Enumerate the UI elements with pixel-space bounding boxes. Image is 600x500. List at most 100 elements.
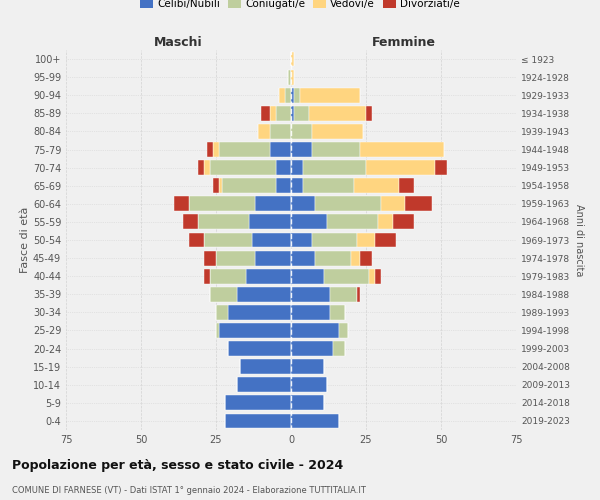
Bar — [324, 269, 369, 283]
Bar — [291, 269, 324, 283]
Bar — [291, 232, 312, 248]
Bar — [291, 106, 294, 121]
Bar — [291, 396, 324, 410]
Bar — [174, 196, 189, 211]
Bar — [258, 124, 270, 139]
Bar — [210, 287, 237, 302]
Bar — [291, 287, 330, 302]
Bar — [261, 106, 270, 121]
Bar — [357, 287, 360, 302]
Bar — [393, 214, 414, 230]
Bar — [291, 378, 327, 392]
Bar — [204, 269, 210, 283]
Bar — [291, 70, 294, 84]
Bar — [237, 378, 291, 392]
Bar — [279, 88, 285, 102]
Bar — [210, 160, 276, 175]
Bar — [381, 196, 405, 211]
Bar — [228, 305, 291, 320]
Bar — [291, 52, 294, 66]
Bar — [210, 269, 246, 283]
Bar — [189, 196, 255, 211]
Bar — [435, 160, 447, 175]
Bar — [291, 359, 324, 374]
Bar — [366, 106, 372, 121]
Bar — [312, 232, 357, 248]
Bar — [300, 88, 360, 102]
Bar — [207, 142, 213, 157]
Bar — [237, 287, 291, 302]
Bar — [285, 88, 291, 102]
Bar — [291, 124, 312, 139]
Bar — [330, 305, 345, 320]
Text: Maschi: Maschi — [154, 36, 203, 49]
Bar — [339, 323, 348, 338]
Bar — [291, 214, 327, 230]
Bar — [378, 214, 393, 230]
Bar — [252, 232, 291, 248]
Bar — [351, 250, 360, 266]
Bar — [375, 232, 396, 248]
Bar — [270, 106, 276, 121]
Bar — [360, 250, 372, 266]
Bar — [276, 160, 291, 175]
Bar — [276, 106, 291, 121]
Bar — [288, 70, 291, 84]
Bar — [375, 269, 381, 283]
Bar — [225, 396, 291, 410]
Y-axis label: Fasce di età: Fasce di età — [20, 207, 30, 273]
Bar — [270, 142, 291, 157]
Bar — [213, 142, 219, 157]
Bar — [204, 160, 210, 175]
Bar — [312, 142, 360, 157]
Bar — [369, 269, 375, 283]
Bar — [291, 414, 339, 428]
Bar — [405, 196, 432, 211]
Bar — [291, 178, 303, 193]
Y-axis label: Anni di nascita: Anni di nascita — [574, 204, 584, 276]
Bar — [255, 250, 291, 266]
Bar — [246, 269, 291, 283]
Text: Popolazione per età, sesso e stato civile - 2024: Popolazione per età, sesso e stato civil… — [12, 460, 343, 472]
Bar — [354, 178, 399, 193]
Bar — [255, 196, 291, 211]
Bar — [294, 88, 300, 102]
Bar — [399, 178, 414, 193]
Bar — [315, 250, 351, 266]
Bar — [222, 178, 276, 193]
Bar — [333, 341, 345, 356]
Bar — [291, 160, 303, 175]
Bar — [189, 232, 204, 248]
Bar — [270, 124, 291, 139]
Bar — [360, 142, 444, 157]
Bar — [291, 250, 315, 266]
Bar — [303, 160, 366, 175]
Bar — [198, 160, 204, 175]
Bar — [366, 160, 435, 175]
Bar — [219, 323, 291, 338]
Bar — [291, 323, 339, 338]
Bar — [309, 106, 366, 121]
Text: COMUNE DI FARNESE (VT) - Dati ISTAT 1° gennaio 2024 - Elaborazione TUTTITALIA.IT: COMUNE DI FARNESE (VT) - Dati ISTAT 1° g… — [12, 486, 366, 495]
Bar — [249, 214, 291, 230]
Bar — [198, 214, 249, 230]
Bar — [219, 178, 222, 193]
Bar — [291, 196, 315, 211]
Bar — [357, 232, 375, 248]
Bar — [240, 359, 291, 374]
Bar — [213, 178, 219, 193]
Bar — [291, 305, 330, 320]
Bar — [216, 250, 255, 266]
Bar — [315, 196, 381, 211]
Bar — [303, 178, 354, 193]
Bar — [216, 305, 228, 320]
Bar — [291, 142, 312, 157]
Bar — [219, 142, 270, 157]
Bar — [216, 323, 219, 338]
Bar — [204, 232, 252, 248]
Bar — [225, 414, 291, 428]
Bar — [291, 88, 294, 102]
Bar — [330, 287, 357, 302]
Bar — [291, 341, 333, 356]
Bar — [327, 214, 378, 230]
